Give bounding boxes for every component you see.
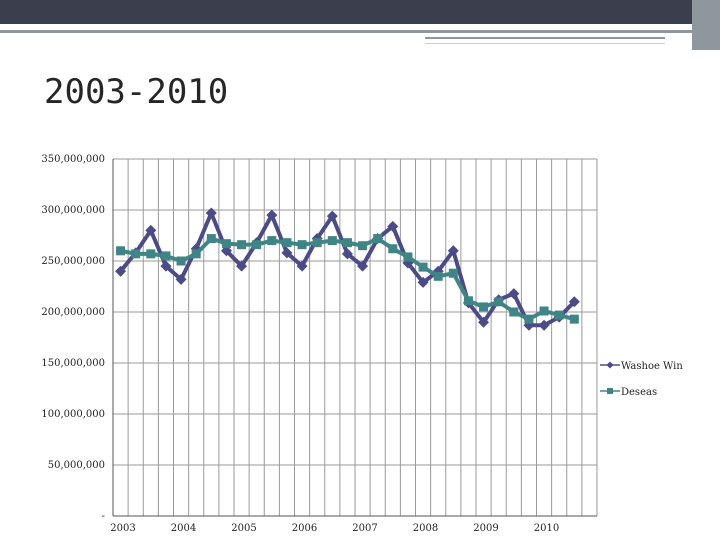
- data-point: [568, 296, 580, 308]
- data-point: [146, 249, 156, 259]
- data-point: [116, 246, 126, 256]
- x-tick-label: 2005: [231, 523, 256, 534]
- x-tick-label: 2008: [413, 523, 438, 534]
- header-accent: [692, 0, 720, 50]
- data-point: [357, 260, 369, 272]
- data-point: [554, 310, 564, 320]
- data-point: [176, 256, 186, 266]
- x-tick-label: 2003: [110, 523, 135, 534]
- data-point: [115, 265, 127, 277]
- header-rule: [0, 30, 700, 33]
- data-point: [282, 238, 292, 248]
- data-point: [131, 249, 141, 259]
- data-point: [417, 276, 429, 288]
- legend-label: Washoe Win: [621, 361, 683, 372]
- data-point: [296, 260, 308, 272]
- data-point: [191, 249, 201, 259]
- x-tick-label: 2010: [534, 523, 559, 534]
- data-point: [206, 234, 216, 244]
- data-point: [447, 245, 459, 257]
- data-point: [205, 207, 217, 219]
- data-point: [524, 314, 534, 324]
- data-point: [326, 210, 338, 222]
- data-point: [161, 251, 171, 261]
- data-point: [175, 273, 187, 285]
- data-point: [266, 209, 278, 221]
- y-tick-label: 300,000,000: [41, 205, 105, 216]
- data-point: [160, 260, 172, 272]
- y-tick-label: 200,000,000: [41, 307, 105, 318]
- y-tick-label: -: [102, 511, 105, 522]
- data-point: [479, 302, 489, 312]
- y-tick-label: 150,000,000: [41, 358, 105, 369]
- data-point: [494, 297, 504, 307]
- data-point: [237, 240, 247, 250]
- x-tick-label: 2009: [473, 523, 498, 534]
- data-point: [509, 307, 519, 317]
- header-rule-accent: [425, 37, 665, 39]
- data-point: [448, 268, 458, 278]
- data-point: [327, 236, 337, 246]
- data-point: [341, 248, 353, 260]
- data-point: [508, 288, 520, 300]
- data-point: [145, 224, 157, 236]
- data-point: [358, 241, 368, 251]
- data-point: [538, 319, 550, 331]
- data-point: [403, 252, 413, 262]
- y-tick-label: 250,000,000: [41, 256, 105, 267]
- legend-label: Deseas: [621, 387, 657, 398]
- data-point: [312, 238, 322, 248]
- data-point: [236, 260, 248, 272]
- data-point: [388, 244, 398, 254]
- slide-title: 2003-2010: [44, 72, 229, 112]
- y-tick-label: 50,000,000: [48, 460, 105, 471]
- data-point: [539, 306, 549, 316]
- x-tick-label: 2006: [292, 523, 317, 534]
- data-point: [281, 247, 293, 259]
- data-point: [463, 296, 473, 306]
- x-tick-label: 2004: [171, 523, 196, 534]
- data-point: [342, 238, 352, 248]
- y-tick-label: 100,000,000: [41, 409, 105, 420]
- data-point: [221, 239, 231, 249]
- data-point: [252, 240, 262, 250]
- data-point: [478, 316, 490, 328]
- legend-marker: [606, 361, 614, 369]
- x-tick-label: 2007: [352, 523, 377, 534]
- data-point: [569, 314, 579, 324]
- data-point: [373, 234, 383, 244]
- legend-marker: [607, 388, 613, 394]
- data-point: [418, 262, 428, 272]
- data-point: [387, 220, 399, 232]
- header-rule-thin: [425, 43, 665, 44]
- data-point: [433, 271, 443, 281]
- data-point: [267, 236, 277, 246]
- y-tick-label: 350,000,000: [41, 154, 105, 165]
- header-band: [0, 0, 720, 24]
- data-point: [297, 240, 307, 250]
